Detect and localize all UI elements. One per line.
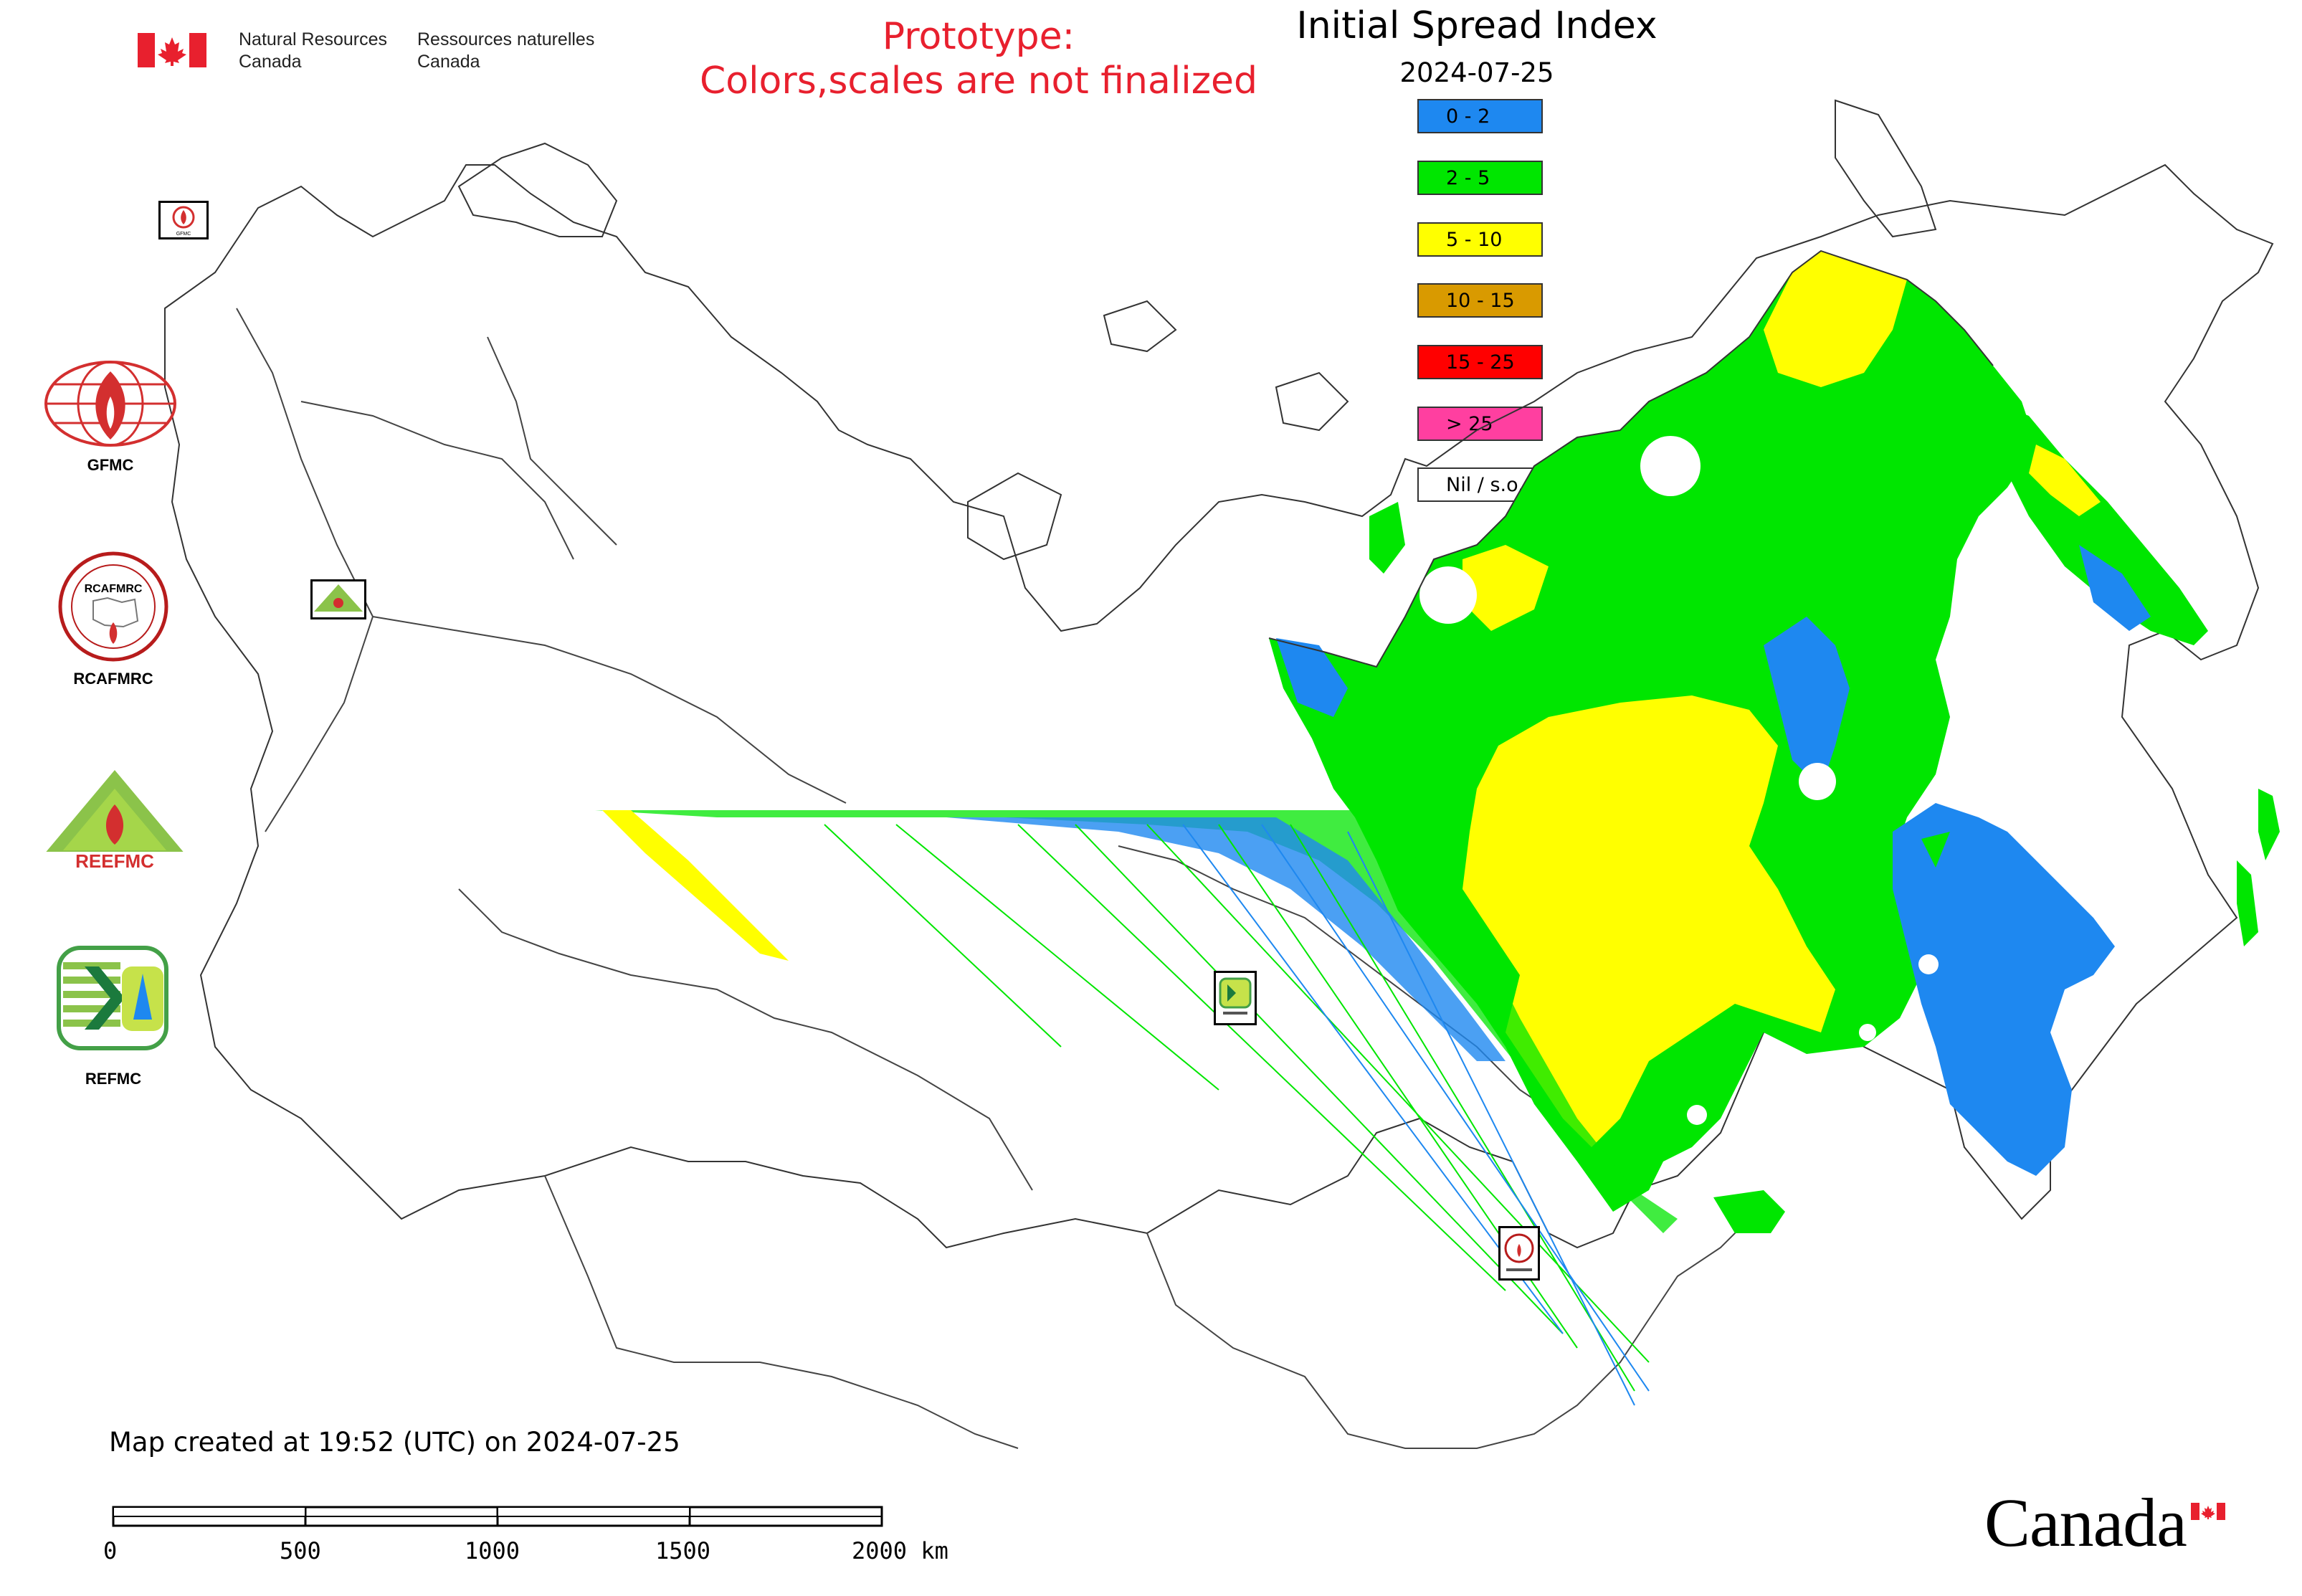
isi-zone-0-2 (1764, 617, 1850, 789)
reefmc-banner-text: REEFMC (75, 850, 154, 872)
internal-boundary (300, 401, 574, 560)
isi-zone-2-5 (1921, 832, 1950, 868)
internal-boundary (372, 616, 847, 804)
legend-item-over-25: > 25 (1417, 407, 1543, 441)
internal-boundary (1146, 1218, 1750, 1449)
refmc-logo (56, 945, 171, 1053)
nrcan-english-name: Natural Resources Canada (239, 29, 388, 72)
isi-nil-gap (1799, 763, 1836, 800)
svg-text:GFMC: GFMC (176, 232, 191, 237)
scale-label-1500: 1500 (655, 1537, 711, 1564)
gfmc-small-logo: GFMC (158, 201, 209, 239)
island (1103, 300, 1177, 353)
scale-label-500: 500 (280, 1537, 321, 1564)
isi-zone-2-5 (1369, 502, 1405, 574)
rcafmrc-logo: RCAFMRC (57, 551, 169, 662)
rcafmrc-label: RCAFMRC (73, 670, 153, 688)
isi-nil-gap (1640, 436, 1701, 496)
reefmc-map-marker (310, 579, 366, 619)
canada-flag-logo (138, 33, 206, 67)
isi-zone-5-10 (1462, 695, 1835, 1147)
isi-zone-2-5 (1993, 402, 2208, 645)
isi-zone-2-5 (1713, 1190, 1785, 1233)
country-boundary (164, 163, 2274, 1249)
isi-zone-0-2 (1276, 638, 1348, 717)
map-created-timestamp: Map created at 19:52 (UTC) on 2024-07-25 (109, 1427, 680, 1458)
map-date: 2024-07-25 (1399, 57, 1554, 88)
isi-nil-gap (1687, 1105, 1707, 1125)
refmc-label: REFMC (85, 1070, 142, 1088)
isi-zone-5-10 (2029, 445, 2101, 516)
legend-label: > 25 (1446, 412, 1493, 435)
isi-raster (595, 251, 2280, 1406)
legend-item-2-5: 2 - 5 (1417, 161, 1543, 195)
isi-streak-band (946, 817, 1506, 1061)
legend-item-0-2: 0 - 2 (1417, 99, 1543, 133)
scale-label-1000: 1000 (465, 1537, 520, 1564)
internal-boundary (1118, 845, 1564, 1119)
legend-item-10-15: 10 - 15 (1417, 283, 1543, 318)
isi-nil-gap (1419, 566, 1477, 624)
isi-nil-gap (1859, 1024, 1876, 1041)
isi-zone-0-2 (1893, 803, 2115, 1176)
isi-zone-2-5 (2258, 789, 2280, 860)
internal-boundary (487, 336, 617, 546)
island (1275, 371, 1349, 432)
legend-label: 15 - 25 (1446, 351, 1515, 374)
isi-zone-5-10 (1462, 545, 1549, 631)
isi-streak-line (824, 824, 1650, 1392)
legend-label: 5 - 10 (1446, 228, 1503, 251)
gfmc-label: GFMC (87, 456, 134, 474)
isi-streak-band (602, 810, 789, 961)
refmc-map-marker (1214, 971, 1257, 1025)
isi-nil-gap (2068, 1114, 2091, 1137)
legend-label: 10 - 15 (1446, 289, 1515, 312)
island (967, 472, 1062, 561)
internal-boundary (236, 308, 374, 832)
isi-zone-0-2 (2079, 545, 2151, 631)
coastline (1268, 250, 1994, 668)
canada-wordmark: Canada (1984, 1484, 2187, 1561)
scale-label-2000-km: 2000 km (852, 1537, 948, 1564)
internal-boundary (458, 888, 1033, 1191)
reefmc-logo: REEFMC (37, 767, 192, 875)
map-title: Initial Spread Index (1296, 4, 1657, 47)
legend-item-15-25: 15 - 25 (1417, 345, 1543, 379)
svg-text:RCAFMRC: RCAFMRC (85, 583, 143, 595)
prototype-notice: Prototype: Colors,scales are not finaliz… (699, 15, 1258, 103)
legend-label: Nil / s.o. (1446, 473, 1524, 496)
rcafmrc-map-marker (1498, 1226, 1540, 1281)
island (1835, 99, 1937, 238)
legend-label: 2 - 5 (1446, 166, 1490, 189)
isi-nil-gap (1918, 954, 1939, 974)
wordmark-flag-icon (2191, 1503, 2225, 1520)
isi-streak-band (595, 810, 1678, 1233)
isi-zone-2-5 (2237, 860, 2258, 946)
gfmc-logo (39, 357, 182, 450)
island (457, 142, 618, 237)
isi-zone-5-10 (1764, 251, 1907, 387)
legend-label: 0 - 2 (1446, 105, 1490, 128)
internal-boundary (544, 1175, 1019, 1449)
legend-item-5-10: 5 - 10 (1417, 222, 1543, 257)
nrcan-french-name: Ressources naturelles Canada (417, 29, 595, 72)
scale-label-0: 0 (103, 1537, 118, 1564)
